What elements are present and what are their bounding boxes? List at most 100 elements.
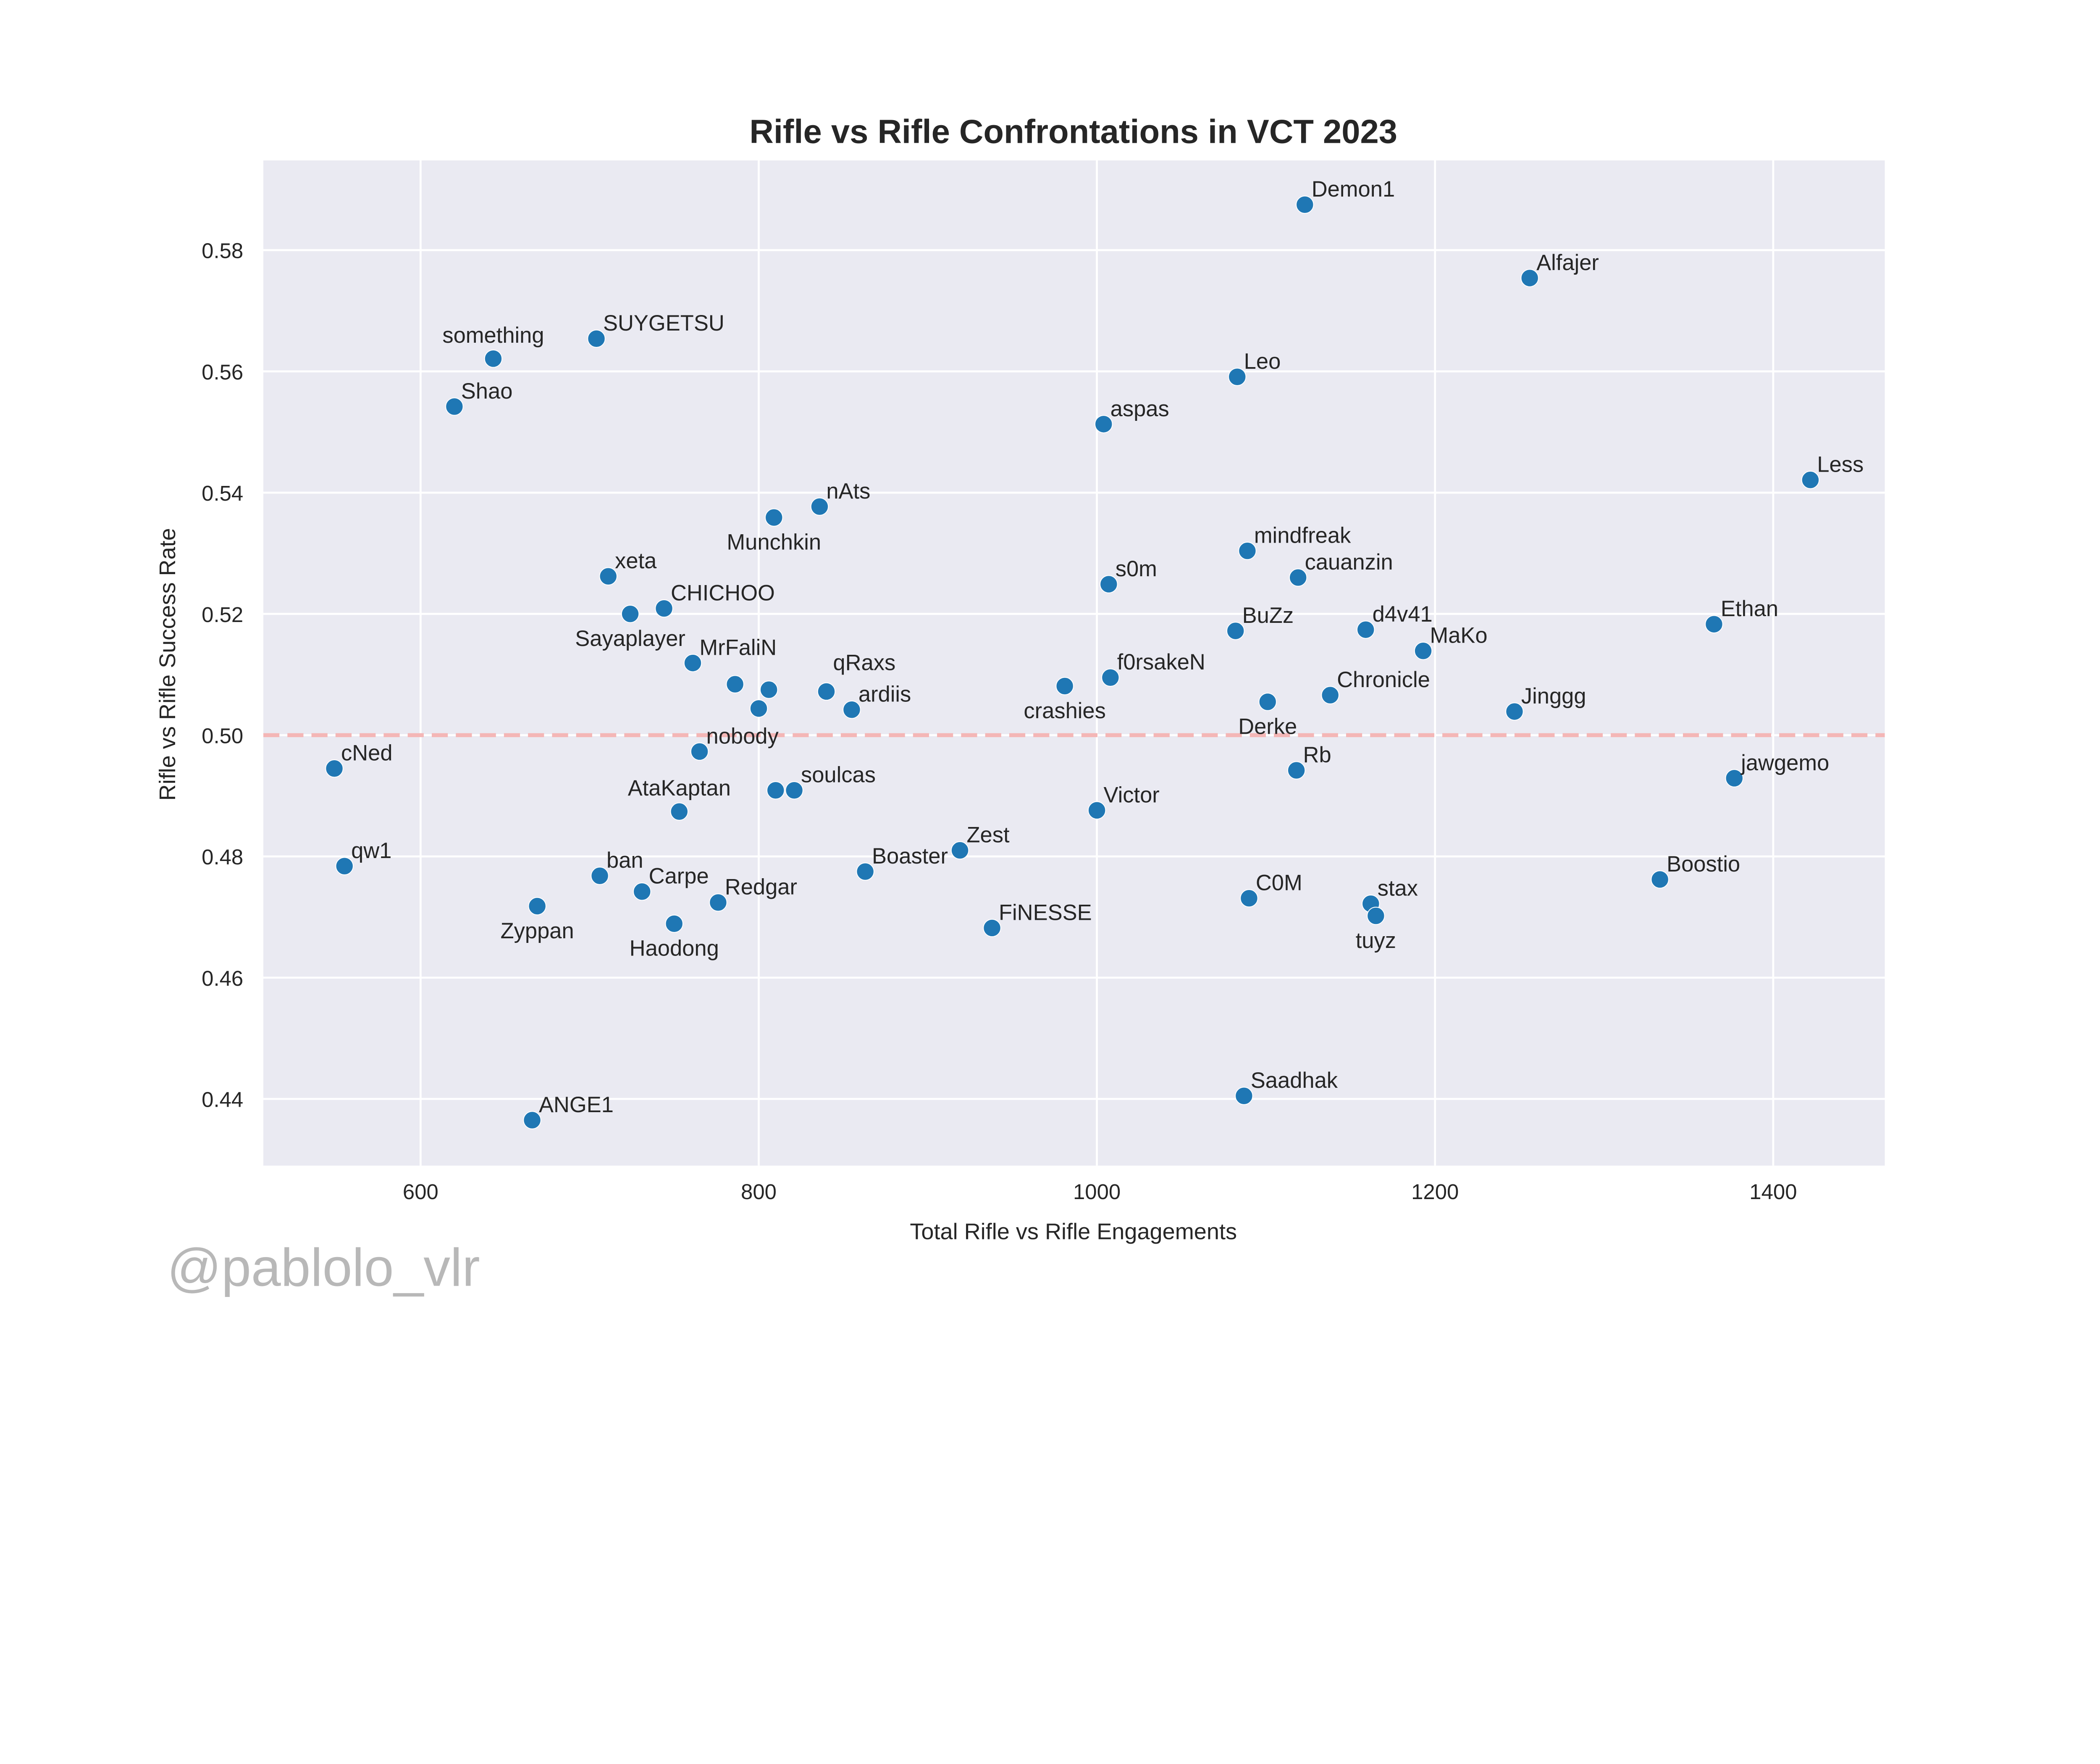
point-label: ban [606,848,643,873]
data-point [1235,1087,1253,1105]
point-label: stax [1378,876,1418,901]
point-label: jawgemo [1740,751,1829,775]
data-point [810,497,829,516]
data-point [1228,368,1247,386]
data-point [1705,615,1723,633]
point-label: Redgar [725,875,797,900]
y-tick-label: 0.48 [202,845,243,869]
point-label: d4v41 [1373,602,1433,627]
data-point [528,897,546,916]
data-point [843,701,861,719]
point-label: MrFaliN [699,635,777,660]
data-point [587,329,606,348]
point-label: mindfreak [1254,523,1351,548]
data-point [1240,889,1258,908]
x-axis-label: Total Rifle vs Rifle Engagements [910,1219,1237,1244]
data-point [1289,568,1307,587]
point-label: nAts [826,479,870,504]
point-label: ardiis [858,682,911,707]
x-tick-label: 800 [741,1180,777,1204]
data-point [670,802,688,821]
y-tick-label: 0.54 [202,481,243,505]
data-point [785,781,803,800]
data-point [983,919,1001,937]
point-label: Alfajer [1536,250,1599,275]
data-point [683,654,702,672]
data-point [1414,642,1433,660]
scatter-chart: Demon1 Alfajer SUYGETSU something Leo Shao asp… [155,113,1885,1297]
point-label: soulcas [801,763,876,788]
data-point [1367,906,1385,925]
data-point [950,841,969,860]
y-tick-label: 0.50 [202,724,243,748]
point-label: Chronicle [1337,667,1430,692]
data-point [726,675,744,693]
point-label: Shao [461,379,513,404]
point-label: s0m [1116,556,1157,581]
data-point [749,699,768,718]
point-label: AtaKaptan [628,776,731,801]
point-label: crashies [1024,698,1106,723]
point-label: aspas [1110,396,1169,421]
plot-background [263,160,1885,1166]
data-point [335,857,354,875]
data-point [1087,801,1106,820]
points [325,195,1820,1129]
point-label: C0M [1256,871,1302,895]
point-label: SUYGETSU [603,311,724,336]
point-label: xeta [615,549,657,573]
point-label: Demon1 [1312,177,1395,202]
point-label: cauanzin [1305,550,1393,575]
data-point [445,397,464,416]
point-label: qw1 [351,838,391,863]
point-label: Zyppan [501,919,574,943]
point-label: FiNESSE [999,900,1092,925]
point-label: cNed [341,741,393,766]
point-label: Boostio [1667,852,1740,877]
point-label: Ethan [1721,596,1778,621]
y-axis-label: Rifle vs Rifle Success Rate [155,528,180,801]
data-point [1226,622,1245,640]
data-point [1055,677,1074,696]
data-point [1651,870,1669,889]
point-label: Haodong [630,936,719,961]
chart-title: Rifle vs Rifle Confrontations in VCT 202… [749,113,1397,150]
point-labels: Demon1 Alfajer SUYGETSU something Leo Shao asp… [341,177,1864,1117]
data-point [817,682,836,701]
point-label: BuZz [1242,603,1294,628]
data-point [523,1111,541,1129]
point-label: qRaxs [833,651,895,675]
data-point [1095,415,1113,433]
point-label: Leo [1244,349,1281,374]
y-tick-label: 0.56 [202,360,243,384]
point-label: Saadhak [1251,1068,1338,1093]
data-point [1101,668,1120,687]
data-point [1258,693,1277,711]
point-label: Munchkin [727,530,821,555]
data-point [621,605,640,623]
x-tick-label: 600 [403,1180,438,1204]
x-tick-label: 1000 [1073,1180,1121,1204]
data-point [1287,761,1306,780]
data-point [1520,269,1539,287]
data-point [1505,702,1524,721]
point-label: CHICHOO [671,581,775,606]
point-label: something [442,323,544,348]
data-point [1296,195,1314,214]
x-tick-label: 1400 [1749,1180,1797,1204]
watermark: @pablolo_vlr [167,1238,480,1297]
point-label: f0rsakeN [1117,650,1205,675]
data-point [765,508,783,527]
data-point [1801,471,1820,489]
point-label: Zest [966,823,1010,848]
point-label: Boaster [872,844,948,869]
y-tick-label: 0.58 [202,239,243,263]
data-point [325,759,344,778]
point-label: Derke [1238,714,1297,739]
data-point [655,599,673,618]
data-point [760,680,778,699]
data-point [766,781,785,800]
point-label: Jinggg [1521,684,1586,709]
data-point [856,862,874,881]
data-point [484,349,503,368]
